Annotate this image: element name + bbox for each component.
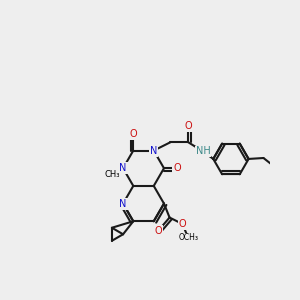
Text: O: O [179,219,186,229]
Text: O: O [130,129,137,139]
Text: N: N [150,146,158,156]
Text: CH₃: CH₃ [104,170,120,179]
Text: O: O [184,122,192,131]
Text: OCH₃: OCH₃ [178,233,198,242]
Text: N: N [119,163,127,173]
Text: N: N [119,199,127,208]
Text: NH: NH [196,146,210,157]
Text: O: O [173,163,181,173]
Text: O: O [154,226,162,236]
